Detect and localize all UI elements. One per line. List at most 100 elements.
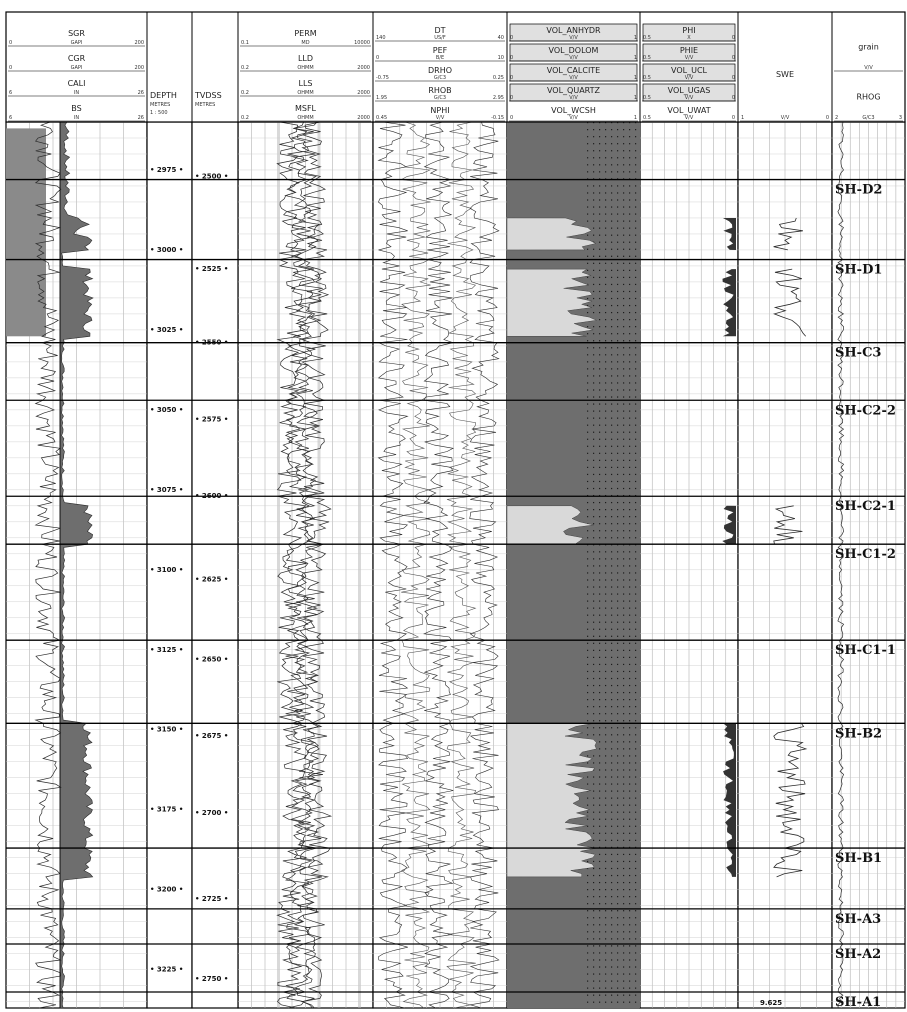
vol-quartz-dot	[629, 910, 631, 912]
vol-quartz-dot	[611, 206, 613, 208]
curve-scale-max: 200	[134, 65, 144, 71]
vol-quartz-dot	[587, 924, 589, 926]
vol-quartz-dot	[599, 572, 601, 574]
vol-quartz-dot	[587, 994, 589, 996]
vol-quartz-dot	[587, 614, 589, 616]
vol-quartz-dot	[623, 706, 625, 708]
vol-quartz-dot	[629, 874, 631, 877]
vol-quartz-dot	[629, 755, 631, 757]
vol-quartz-dot	[599, 487, 601, 490]
vol-quartz-dot	[623, 762, 625, 764]
curve-scale-max: 0	[732, 75, 735, 81]
vol-quartz-dot	[623, 917, 625, 919]
vol-quartz-dot	[599, 776, 601, 778]
curve-unit: V/V	[781, 115, 790, 121]
vol-quartz-dot	[629, 523, 631, 525]
curve-scale-min: 0.2	[241, 90, 249, 96]
vol-quartz-dot	[629, 276, 631, 279]
depth-column-1	[191, 121, 239, 1009]
vol-quartz-dot	[629, 241, 631, 243]
vol-quartz-dot	[635, 311, 637, 314]
vol-quartz-dot	[587, 248, 589, 250]
vol-quartz-dot	[629, 445, 631, 447]
vol-quartz-dot	[599, 832, 601, 834]
vol-quartz-dot	[617, 480, 619, 483]
tvdss-header-unit: METRES	[195, 102, 215, 108]
vol-quartz-dot	[611, 896, 613, 898]
vol-quartz-dot	[617, 832, 619, 834]
vol-quartz-dot	[587, 361, 589, 363]
vol-calcite-fill	[506, 723, 597, 878]
vol-quartz-dot	[623, 994, 625, 996]
vol-quartz-dot	[629, 136, 631, 138]
vol-quartz-dot	[605, 509, 607, 511]
vol-quartz-dot	[629, 691, 631, 694]
vol-quartz-dot	[593, 586, 595, 588]
vol-quartz-dot	[587, 551, 589, 553]
vol-quartz-dot	[587, 480, 589, 483]
vol-quartz-dot	[593, 396, 595, 398]
vol-quartz-dot	[611, 347, 613, 349]
vol-quartz-dot	[599, 438, 601, 440]
vol-quartz-dot	[593, 889, 595, 891]
vol-quartz-dot	[629, 326, 631, 328]
vol-quartz-dot	[611, 501, 613, 504]
vol-quartz-dot	[635, 938, 637, 940]
vol-quartz-dot	[599, 354, 601, 356]
vol-quartz-dot	[617, 319, 619, 321]
vol-quartz-dot	[587, 966, 589, 968]
vol-quartz-dot	[605, 445, 607, 447]
vol-quartz-dot	[629, 635, 631, 637]
zone-labels: SH-D2 SH-D1 SH-C3 SH-C2-2 SH-C2-1 SH-C1-2 SH-C…	[835, 183, 896, 1010]
vol-quartz-dot	[605, 910, 607, 912]
vol-quartz-dot	[623, 896, 625, 898]
vol-quartz-dot	[587, 403, 589, 405]
zone-label: SH-D1	[835, 263, 882, 278]
vol-quartz-dot	[587, 811, 589, 813]
vol-quartz-dot	[587, 889, 589, 891]
vol-quartz-dot	[623, 839, 625, 841]
vol-quartz-dot	[587, 635, 589, 637]
vol-quartz-dot	[593, 966, 595, 968]
vol-quartz-dot	[593, 480, 595, 483]
vol-quartz-dot	[611, 579, 613, 581]
sgr-curve	[34, 121, 62, 1009]
vol-quartz-dot	[623, 129, 625, 131]
vol-quartz-dot	[599, 889, 601, 891]
vol-quartz-dot	[623, 881, 625, 884]
vol-quartz-dot	[623, 867, 625, 870]
vol-quartz-dot	[593, 227, 595, 229]
vol-quartz-dot	[629, 311, 631, 314]
vol-quartz-dot	[587, 860, 589, 863]
vol-quartz-dot	[587, 311, 589, 314]
vol-quartz-dot	[623, 797, 625, 799]
vol-quartz-dot	[593, 494, 595, 497]
vol-quartz-dot	[599, 171, 601, 173]
vol-quartz-dot	[629, 220, 631, 222]
vol-quartz-dot	[623, 818, 625, 820]
vol-quartz-dot	[599, 973, 601, 975]
vol-quartz-dot	[605, 945, 607, 947]
vol-quartz-dot	[587, 157, 589, 159]
vol-quartz-dot	[593, 234, 595, 236]
curve-name: VOL_UWAT	[667, 106, 710, 115]
vol-quartz-dot	[605, 572, 607, 574]
vol-quartz-dot	[617, 677, 619, 680]
vol-quartz-dot	[629, 171, 631, 173]
curve-scale-min: 0	[510, 115, 513, 121]
vol-quartz-dot	[611, 326, 613, 328]
curve-unit: V/V	[685, 75, 694, 81]
vol-quartz-dot	[635, 593, 637, 595]
vol-quartz-dot	[635, 699, 637, 701]
vol-quartz-dot	[623, 769, 625, 771]
curve-unit: GAPI	[71, 65, 83, 71]
vol-quartz-dot	[587, 670, 589, 673]
vol-quartz-dot	[599, 361, 601, 363]
vol-quartz-dot	[599, 297, 601, 300]
vol-quartz-dot	[599, 600, 601, 602]
vol-quartz-dot	[605, 924, 607, 926]
vol-quartz-dot	[629, 924, 631, 926]
vol-quartz-dot	[599, 952, 601, 954]
vol-quartz-dot	[593, 649, 595, 651]
vol-quartz-dot	[617, 825, 619, 827]
